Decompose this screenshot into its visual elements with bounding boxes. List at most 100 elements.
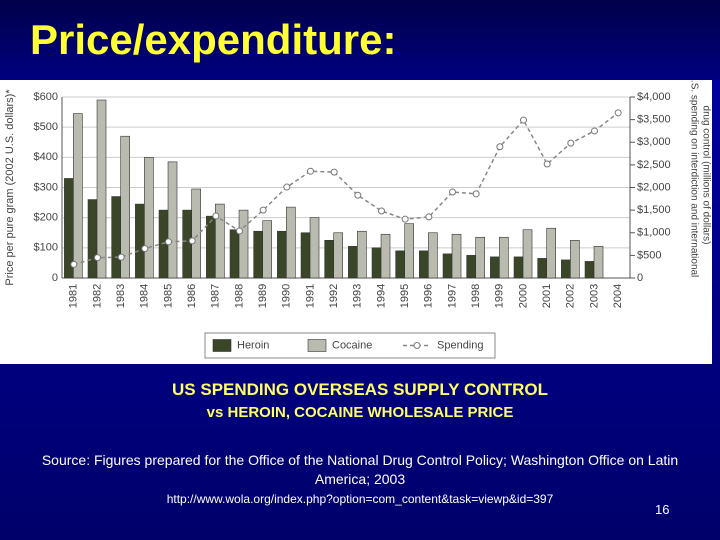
y2-tick-label: $2,000 bbox=[637, 181, 671, 193]
x-tick-label: 1986 bbox=[186, 284, 198, 308]
bar bbox=[380, 233, 391, 279]
line bbox=[73, 112, 619, 266]
bar bbox=[419, 250, 429, 279]
y2-tick-label: $500 bbox=[637, 249, 661, 261]
bar bbox=[262, 220, 272, 279]
bar bbox=[475, 236, 485, 279]
bar bbox=[229, 229, 240, 279]
line-point bbox=[449, 188, 456, 196]
y2-axis-label: drug control (millions of dollars) bbox=[700, 106, 711, 245]
x-tick-label: 2003 bbox=[588, 284, 600, 308]
bar bbox=[404, 223, 414, 279]
bar bbox=[191, 188, 201, 279]
line-point bbox=[188, 237, 196, 245]
line-point bbox=[378, 207, 385, 215]
bar bbox=[537, 258, 547, 279]
x-tick-label: 2004 bbox=[612, 284, 624, 308]
x-tick-label: 2002 bbox=[565, 284, 577, 308]
header-band bbox=[0, 0, 720, 80]
bar bbox=[96, 99, 107, 279]
x-tick-label: 1993 bbox=[352, 284, 364, 308]
chart: 0 $100 $200 $300 $400 $500 $600 0 $500 $1,000 $1,5… bbox=[0, 80, 712, 364]
line-point bbox=[496, 143, 504, 151]
bar bbox=[277, 230, 287, 279]
x-tick-label: 1999 bbox=[494, 284, 506, 308]
line-point bbox=[307, 167, 314, 175]
line-point bbox=[212, 212, 220, 220]
bar bbox=[522, 229, 533, 279]
bar bbox=[490, 256, 500, 279]
bar bbox=[87, 199, 98, 279]
x-tick-label: 1996 bbox=[423, 284, 435, 308]
y-axis-label: Price per pure gram (2002 U.S. dollars)* bbox=[4, 89, 16, 286]
bar bbox=[300, 232, 311, 279]
x-tick-label: 1981 bbox=[68, 284, 80, 308]
bar bbox=[546, 227, 556, 279]
bar bbox=[428, 232, 438, 279]
line-point bbox=[283, 183, 291, 191]
line-point bbox=[141, 245, 149, 253]
x-tick-label: 1985 bbox=[162, 284, 174, 308]
y-tick-label: $400 bbox=[34, 151, 58, 163]
x-tick-label: 1982 bbox=[91, 284, 103, 308]
x-tick-label: 1988 bbox=[233, 284, 245, 308]
y-tick-label: $300 bbox=[34, 181, 58, 193]
bar bbox=[135, 203, 145, 279]
y2-tick-label: $4,000 bbox=[637, 91, 671, 103]
y-tick-label: $200 bbox=[34, 212, 58, 224]
bar bbox=[442, 253, 453, 279]
legend-label: Spending bbox=[437, 339, 484, 351]
bar bbox=[144, 157, 154, 279]
bar bbox=[570, 239, 580, 279]
legend-label: Cocaine bbox=[332, 339, 372, 351]
line-point bbox=[520, 116, 527, 124]
bar bbox=[238, 209, 249, 279]
y2-tick-label: $3,000 bbox=[637, 136, 671, 148]
bar bbox=[286, 206, 296, 279]
line-point bbox=[543, 160, 551, 168]
x-tick-label: 1990 bbox=[281, 284, 293, 308]
line-point bbox=[259, 206, 267, 214]
url: http://www.wola.org/index.php?option=com… bbox=[166, 492, 554, 506]
line-point bbox=[94, 254, 101, 262]
x-tick-label: 2000 bbox=[517, 284, 529, 308]
x-tick-label: 1992 bbox=[328, 284, 340, 308]
line-point bbox=[472, 190, 480, 198]
y2-tick-label: 0 bbox=[637, 272, 643, 284]
bar bbox=[593, 246, 604, 279]
y-tick-label: 0 bbox=[52, 272, 58, 284]
bar bbox=[513, 256, 524, 279]
y2-axis-label: U.S. spending on interdiction and intern… bbox=[688, 80, 699, 277]
caption: vs HEROIN, COCAINE WHOLESALE PRICE bbox=[206, 404, 514, 421]
slide-title: Price/expenditure: bbox=[30, 16, 397, 63]
x-tick-label: 1983 bbox=[115, 284, 127, 308]
bar bbox=[466, 255, 476, 279]
bar bbox=[584, 261, 595, 279]
bar bbox=[309, 217, 320, 279]
legend-label: Heroin bbox=[237, 339, 269, 351]
line-point bbox=[425, 213, 433, 221]
caption: US SPENDING OVERSEAS SUPPLY CONTROL bbox=[172, 380, 548, 399]
bar bbox=[215, 203, 225, 279]
legend-box bbox=[204, 332, 496, 359]
bar bbox=[451, 233, 462, 279]
bar bbox=[253, 230, 263, 279]
line-point bbox=[117, 253, 125, 261]
bar bbox=[167, 161, 178, 279]
x-tick-label: 1994 bbox=[375, 284, 387, 308]
line-point bbox=[236, 227, 243, 235]
x-tick-label: 1995 bbox=[399, 284, 411, 308]
source: Source: Figures prepared for the Office … bbox=[41, 452, 679, 487]
line-point bbox=[165, 238, 172, 246]
line-point bbox=[354, 191, 362, 199]
bar bbox=[333, 232, 343, 279]
y2-tick-label: $2,500 bbox=[637, 159, 671, 171]
bar bbox=[120, 135, 130, 279]
y-tick-label: $100 bbox=[34, 242, 58, 254]
x-tick-label: 2001 bbox=[541, 284, 553, 308]
bar bbox=[357, 230, 367, 279]
x-tick-label: 1998 bbox=[470, 284, 482, 308]
page-number: 16 bbox=[655, 502, 670, 517]
bar bbox=[324, 239, 334, 279]
